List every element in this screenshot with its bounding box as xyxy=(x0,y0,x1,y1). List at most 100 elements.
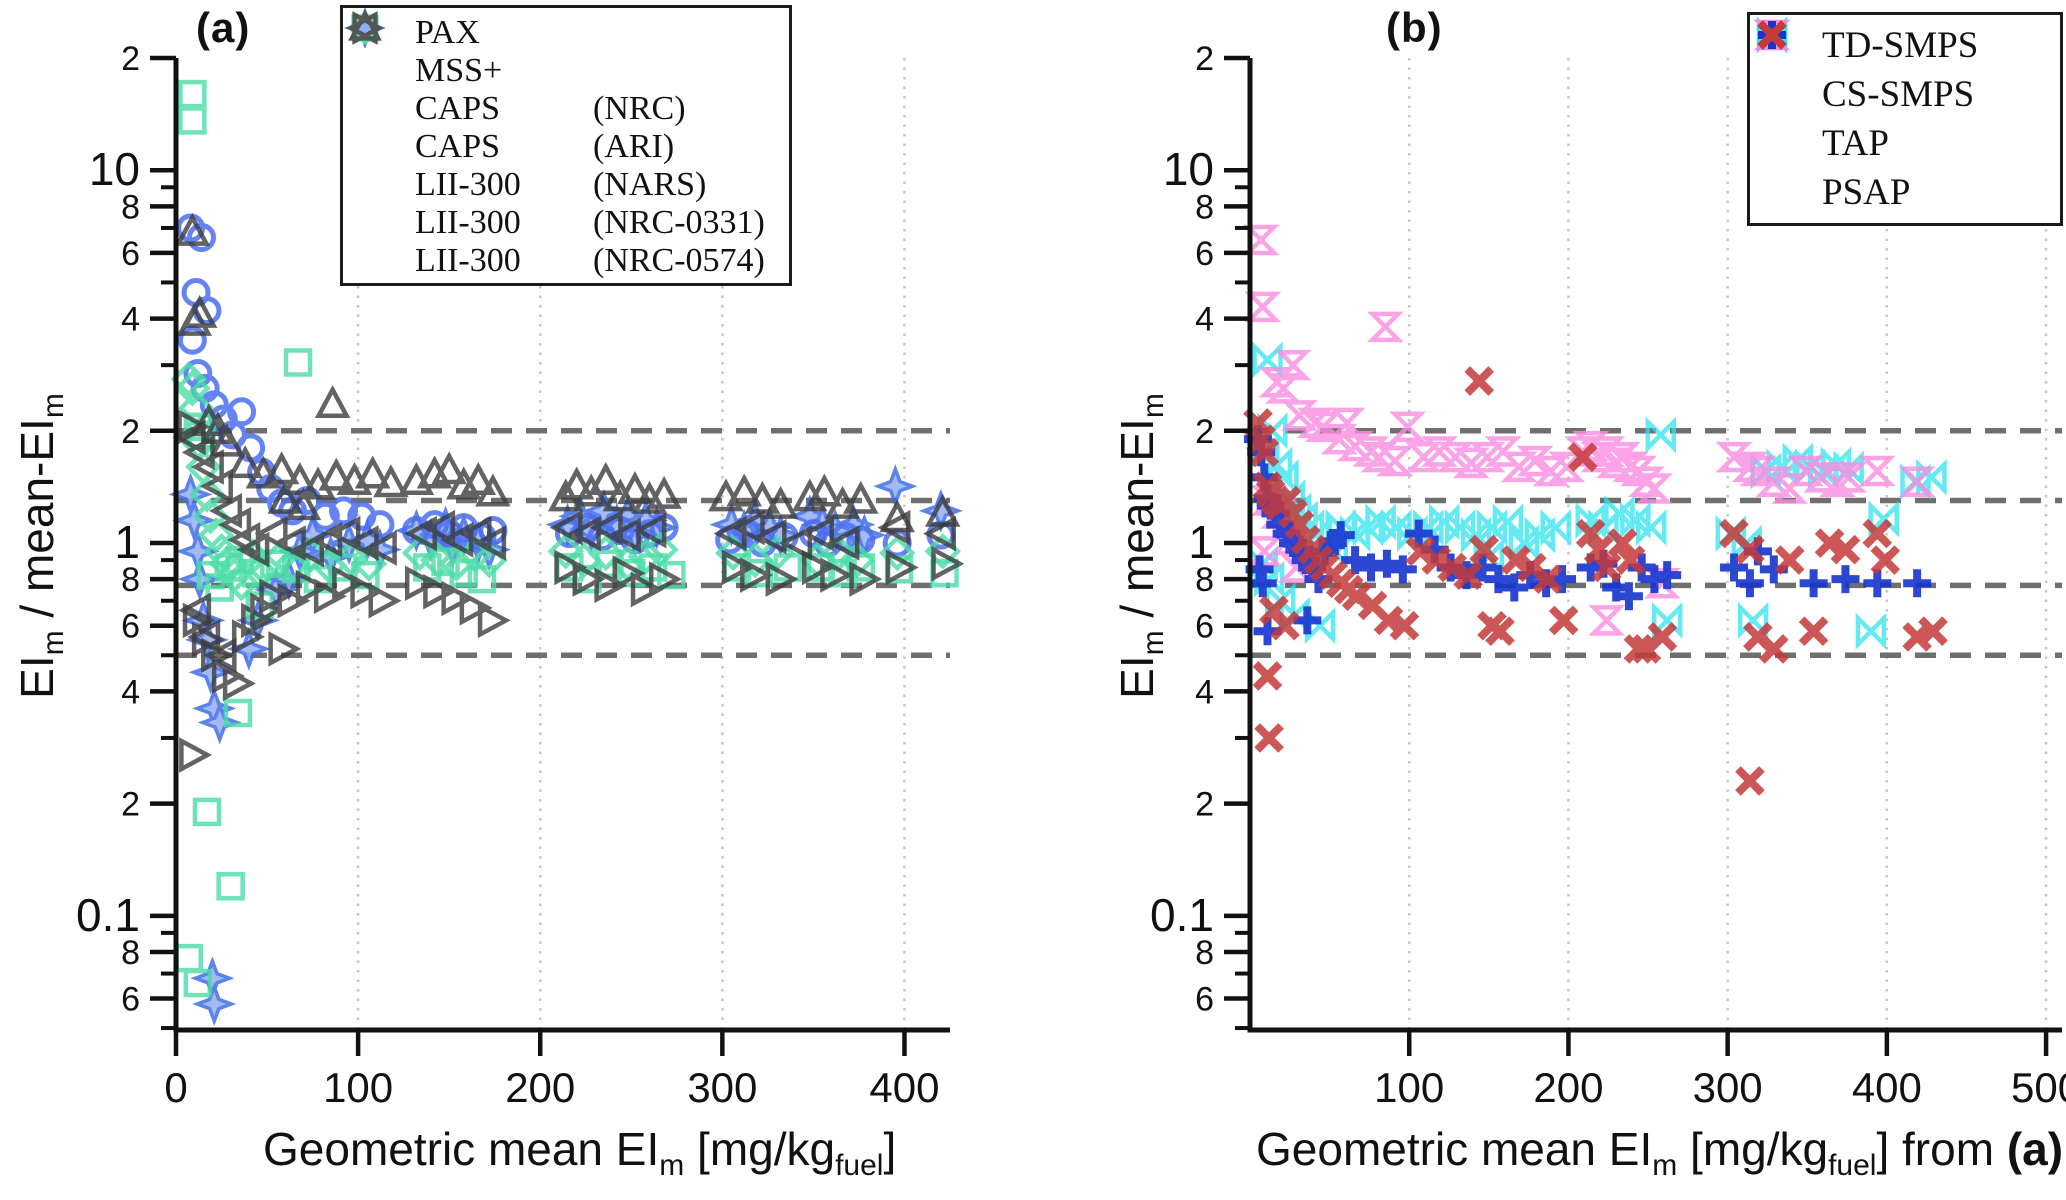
data-point xyxy=(1508,524,1540,562)
legend-item-cs-smps: CS-SMPS xyxy=(1753,19,2050,116)
data-point xyxy=(318,457,355,491)
data-point xyxy=(473,525,507,561)
y-tick-label: 4 xyxy=(121,673,140,711)
data-point xyxy=(178,592,212,629)
y-tick-label: 8 xyxy=(1195,934,1214,972)
data-point xyxy=(1635,473,1673,504)
data-point xyxy=(820,557,854,593)
legend-label: PAX xyxy=(415,14,480,51)
data-point xyxy=(277,583,311,619)
y-tick-label: 4 xyxy=(121,301,140,339)
data-point xyxy=(191,622,225,658)
data-point xyxy=(236,531,270,568)
data-point xyxy=(216,872,245,901)
data-point xyxy=(721,549,755,586)
x-tick-label: 100 xyxy=(323,1064,393,1111)
y-tick-label: 4 xyxy=(1195,301,1214,339)
x-tick-label: 400 xyxy=(1852,1064,1922,1111)
data-point xyxy=(1653,561,1682,590)
data-point xyxy=(630,571,664,608)
data-point xyxy=(617,471,653,505)
data-point xyxy=(1862,518,1893,549)
data-point xyxy=(475,473,511,507)
data-point xyxy=(1532,564,1563,594)
data-point xyxy=(931,545,965,582)
data-point xyxy=(1814,528,1845,558)
data-point xyxy=(1758,634,1789,664)
x-axis-label-b: Geometric mean EIm [mg/kgfuel] from (a) xyxy=(1256,1123,2064,1183)
y-tick-label: 6 xyxy=(121,235,140,273)
panel-a-tag: (a) xyxy=(196,4,251,51)
data-point xyxy=(197,516,235,554)
legend-label: CAPS xyxy=(415,90,501,127)
data-point xyxy=(588,462,624,496)
data-point xyxy=(203,637,237,674)
data-point xyxy=(1453,560,1483,590)
data-point xyxy=(174,212,211,246)
data-point xyxy=(1614,582,1643,611)
data-point xyxy=(877,509,911,546)
data-point xyxy=(329,496,359,526)
data-point xyxy=(1623,634,1654,664)
data-point xyxy=(178,106,207,135)
data-point xyxy=(205,573,234,602)
data-point xyxy=(1870,545,1901,575)
data-point xyxy=(209,493,243,529)
data-point xyxy=(218,506,252,543)
y-axis-label-a: EIm / mean-EIm xyxy=(11,393,71,699)
legend-label: LII-300 xyxy=(415,166,521,203)
data-point xyxy=(1469,534,1499,565)
y-tick-label: 6 xyxy=(121,608,140,646)
data-point xyxy=(1341,546,1370,575)
data-point xyxy=(1858,455,1896,487)
data-point xyxy=(885,549,919,586)
x-tick-label: 200 xyxy=(1533,1064,1603,1111)
data-point xyxy=(1242,224,1280,256)
data-point xyxy=(1735,569,1764,598)
data-point xyxy=(828,558,857,588)
data-point xyxy=(1293,606,1322,635)
data-point xyxy=(779,525,813,561)
y-tick-label: 6 xyxy=(1195,981,1214,1019)
data-point xyxy=(1898,466,1936,498)
data-point xyxy=(431,451,467,485)
data-point xyxy=(1615,545,1646,575)
data-point xyxy=(192,981,237,1027)
data-point xyxy=(363,530,397,566)
data-point xyxy=(1575,518,1606,549)
data-point xyxy=(190,449,224,485)
data-point xyxy=(1405,536,1436,567)
data-point xyxy=(1501,545,1531,575)
data-point xyxy=(602,478,639,512)
legend-item-caps: CAPS (ARI) xyxy=(351,14,779,166)
data-point xyxy=(422,509,456,546)
data-point xyxy=(314,384,351,418)
data-point xyxy=(1372,549,1401,578)
data-point xyxy=(1366,311,1404,343)
y-tick-label: 2 xyxy=(121,40,140,78)
x-axis-label-a: Geometric mean EIm [mg/kgfuel] xyxy=(263,1123,897,1183)
legend-label: LII-300 xyxy=(415,242,521,279)
data-point xyxy=(192,797,222,827)
legend-qualifier: (NRC-0574) xyxy=(593,242,765,279)
data-point xyxy=(1830,462,1868,493)
data-point xyxy=(607,517,641,553)
y-tick-label: 6 xyxy=(1195,608,1214,646)
data-point xyxy=(1252,341,1283,379)
series-cs-smps xyxy=(1242,224,1936,636)
data-point xyxy=(282,462,318,496)
data-point xyxy=(1540,509,1571,547)
data-point xyxy=(800,515,834,552)
data-point xyxy=(350,545,388,582)
data-point xyxy=(1799,569,1828,598)
data-point xyxy=(1645,416,1677,454)
legend-item-caps: CAPS (NRC) xyxy=(347,10,779,128)
data-point xyxy=(627,538,665,575)
legend-item-tap: TAP xyxy=(1758,21,2050,165)
legend-label: CS-SMPS xyxy=(1822,74,1975,115)
x-tick-label: 100 xyxy=(1374,1064,1444,1111)
data-point xyxy=(1516,445,1554,477)
legend-item-pax: PAX xyxy=(344,8,779,52)
data-point xyxy=(1244,291,1282,323)
